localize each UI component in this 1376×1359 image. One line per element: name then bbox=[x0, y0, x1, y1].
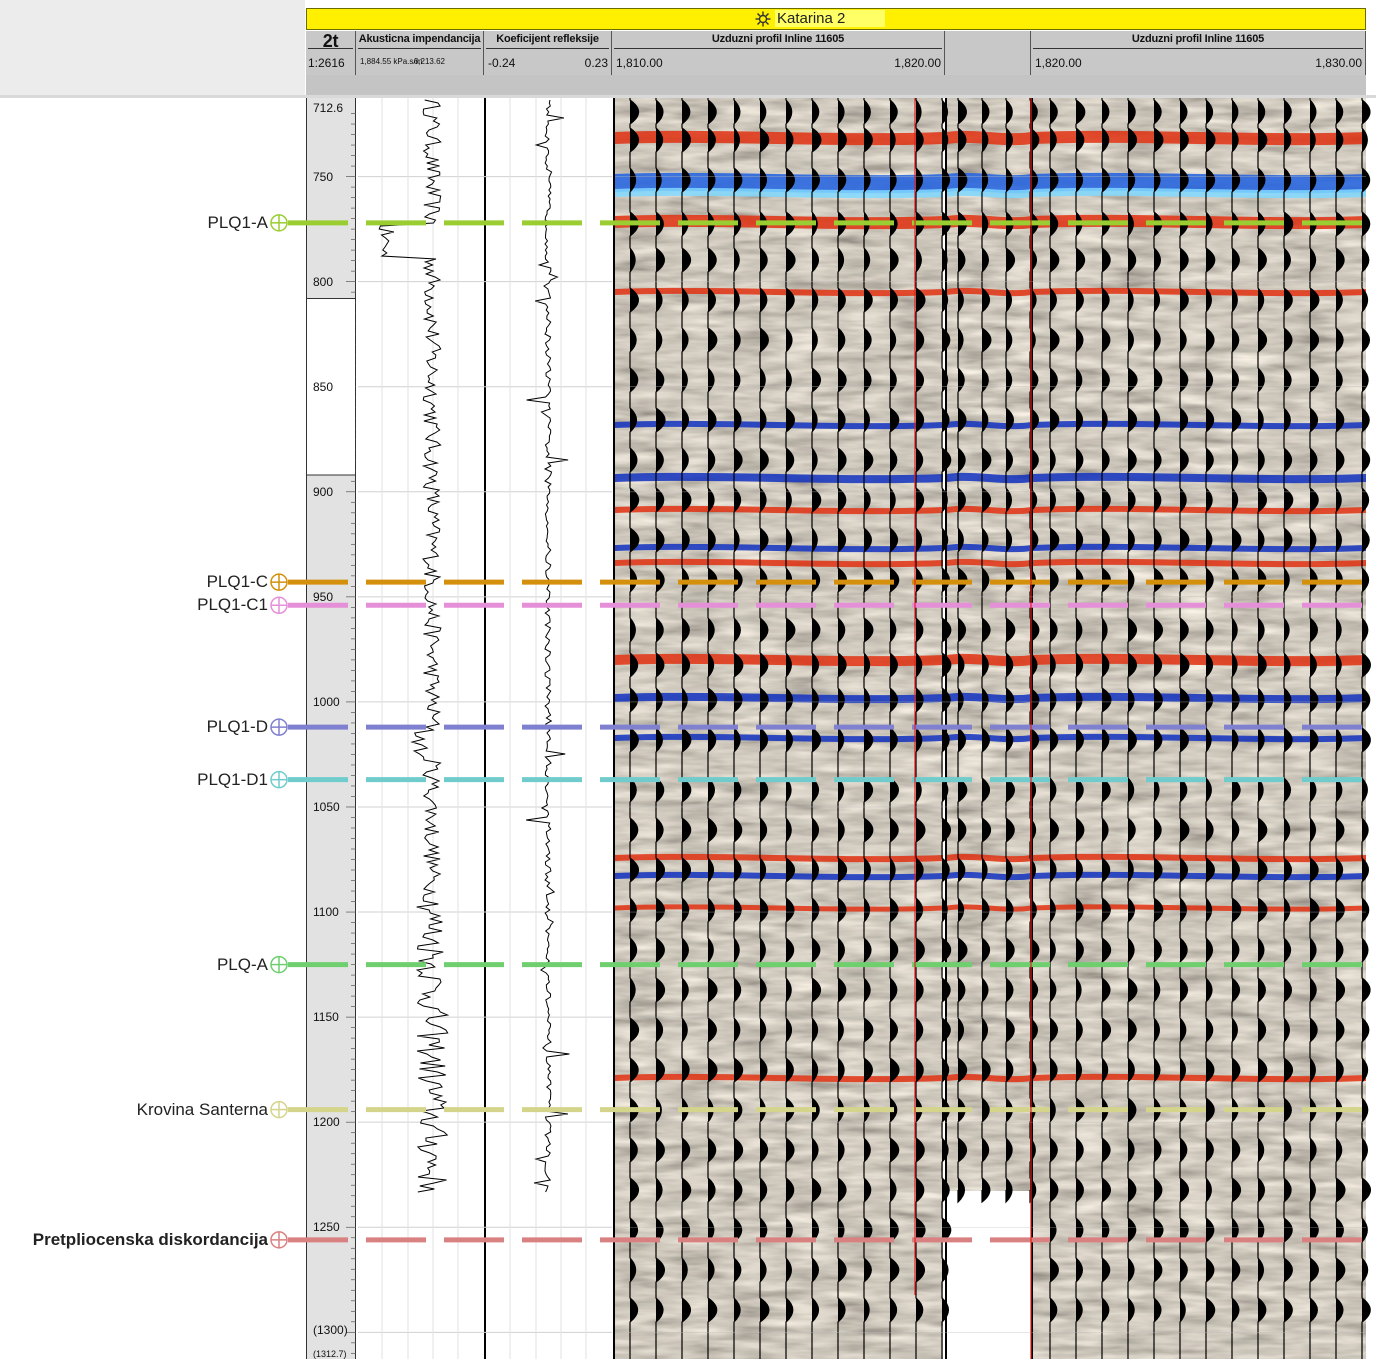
depth-label: 750 bbox=[313, 169, 334, 184]
horizon-label[interactable]: PLQ-A bbox=[216, 954, 268, 974]
depth-label: 900 bbox=[313, 484, 334, 499]
depth-label: 1200 bbox=[313, 1115, 340, 1130]
seismic-section-left[interactable] bbox=[613, 98, 943, 1359]
horizon-label[interactable]: PLQ1-D bbox=[206, 717, 268, 737]
horizon-label[interactable]: PLQ1-C bbox=[206, 572, 268, 592]
impedance-min: 1,884.55 kPa.s/m bbox=[360, 57, 423, 66]
scale-label: 2t bbox=[322, 31, 339, 51]
depth-label: 1050 bbox=[313, 799, 340, 814]
depth-label: 950 bbox=[313, 589, 334, 604]
reflectivity-min: -0.24 bbox=[488, 56, 516, 70]
depth-label: 1000 bbox=[313, 694, 340, 709]
depth-label: 800 bbox=[313, 274, 334, 289]
scale-track-header[interactable]: 2t 1:2616 bbox=[306, 31, 356, 75]
depth-label: 1150 bbox=[313, 1010, 339, 1025]
seismic-left-max: 1,820.00 bbox=[894, 56, 941, 70]
depth-label: 712.6 bbox=[313, 101, 344, 115]
scale-rule bbox=[308, 48, 353, 49]
reflectivity-max: 0.23 bbox=[584, 56, 608, 70]
horizon-label[interactable]: PLQ1-D1 bbox=[197, 769, 268, 789]
reflectivity-track[interactable] bbox=[484, 98, 612, 1359]
seismic-left-label: Uzduzni profil Inline 11605 bbox=[711, 33, 845, 45]
horizon-marker-icon bbox=[270, 955, 288, 974]
seismic-right-label: Uzduzni profil Inline 11605 bbox=[1131, 33, 1265, 45]
horizon-marker-icon bbox=[270, 596, 288, 615]
depth-label: 850 bbox=[313, 379, 334, 394]
impedance-track-header[interactable]: Akusticna impendancija 1,884.55 kPa.s/m … bbox=[356, 31, 484, 75]
reflectivity-track-header[interactable]: Koeficijent refleksije -0.24 0.23 bbox=[484, 31, 612, 75]
horizon-label[interactable]: PLQ1-C1 bbox=[197, 595, 268, 615]
horizon-marker-icon bbox=[270, 718, 288, 736]
depth-label: 1100 bbox=[313, 905, 339, 920]
horizon-label[interactable]: Krovina Santerna bbox=[136, 1099, 268, 1119]
well-title-bar[interactable]: Katarina 2 bbox=[306, 8, 1366, 30]
well-name: Katarina 2 bbox=[775, 10, 886, 27]
seismic-section-synthetic[interactable] bbox=[945, 98, 1031, 1359]
seismic-section-right[interactable] bbox=[1031, 98, 1366, 1359]
impedance-label: Akusticna impendancija bbox=[358, 33, 481, 45]
depth-label: (1300) bbox=[313, 1323, 348, 1338]
horizon-label[interactable]: PLQ1-A bbox=[207, 212, 268, 232]
impedance-track[interactable] bbox=[356, 98, 484, 1359]
impedance-max: 6,213.62 bbox=[413, 57, 445, 66]
depth-label: 1250 bbox=[313, 1220, 340, 1235]
reflectivity-rule bbox=[486, 48, 609, 49]
seismic-right-header[interactable]: Uzduzni profil Inline 11605 1,820.00 1,8… bbox=[1031, 31, 1366, 75]
reflectivity-label: Koeficijent refleksije bbox=[496, 33, 599, 45]
header-separator bbox=[0, 95, 1376, 98]
horizon-marker-icon bbox=[270, 770, 288, 789]
seismic-left-rule bbox=[614, 48, 942, 49]
seismic-right-min: 1,820.00 bbox=[1035, 56, 1082, 70]
scale-ratio: 1:2616 bbox=[308, 56, 345, 70]
seismic-left-min: 1,810.00 bbox=[616, 56, 663, 70]
well-symbol-icon bbox=[755, 11, 771, 26]
seismic-right-rule bbox=[1033, 48, 1363, 49]
depth-label: (1312.7) bbox=[313, 1349, 347, 1359]
well-title: Katarina 2 bbox=[755, 10, 886, 27]
header-left-blank bbox=[0, 0, 305, 95]
horizon-marker-icon bbox=[270, 1231, 288, 1249]
seismic-left-header[interactable]: Uzduzni profil Inline 11605 1,810.00 1,8… bbox=[612, 31, 945, 75]
horizon-label[interactable]: Pretpliocenska diskordancija bbox=[32, 1229, 268, 1249]
seismic-gap-header bbox=[945, 31, 1031, 75]
horizon-marker-icon bbox=[270, 214, 288, 232]
horizon-marker-icon bbox=[270, 573, 288, 591]
horizon-marker-icon bbox=[270, 1100, 288, 1119]
seismic-right-max: 1,830.00 bbox=[1315, 56, 1362, 70]
impedance-rule bbox=[358, 48, 481, 49]
header-spacer bbox=[306, 75, 1366, 95]
